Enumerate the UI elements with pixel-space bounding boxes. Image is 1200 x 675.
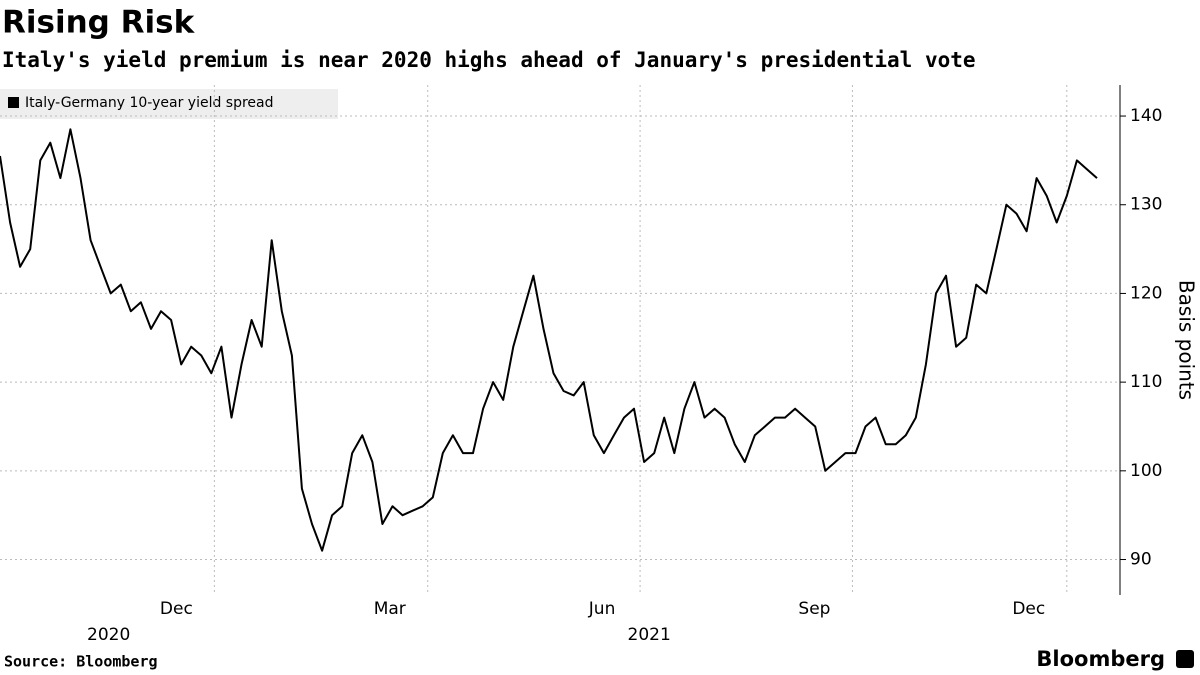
legend-box — [0, 89, 338, 119]
brand-icon — [1176, 650, 1194, 668]
y-tick-label: 110 — [1130, 372, 1162, 392]
x-tick-label: Mar — [374, 599, 406, 619]
x-tick-label: Dec — [160, 599, 193, 619]
x-tick-label: Sep — [798, 599, 830, 619]
y-tick-label: 120 — [1130, 283, 1162, 303]
line-series — [0, 128, 1098, 552]
y-axis-label: Basis points — [1175, 280, 1199, 400]
y-tick-label: 90 — [1130, 550, 1152, 570]
y-tick-label: 100 — [1130, 461, 1162, 481]
year-label: 2020 — [87, 625, 130, 645]
year-label: 2021 — [628, 625, 671, 645]
chart-subtitle: Italy's yield premium is near 2020 highs… — [2, 48, 976, 72]
source: Source: Bloomberg — [4, 653, 158, 671]
brand: Bloomberg — [1036, 647, 1165, 671]
y-tick-label: 130 — [1130, 195, 1162, 215]
x-tick-label: Jun — [588, 599, 616, 619]
x-tick-label: Dec — [1012, 599, 1045, 619]
y-tick-label: 140 — [1130, 106, 1162, 126]
chart-title: Rising Risk — [2, 5, 196, 41]
legend-label: Italy-Germany 10-year yield spread — [25, 95, 274, 111]
legend-swatch — [8, 97, 19, 108]
